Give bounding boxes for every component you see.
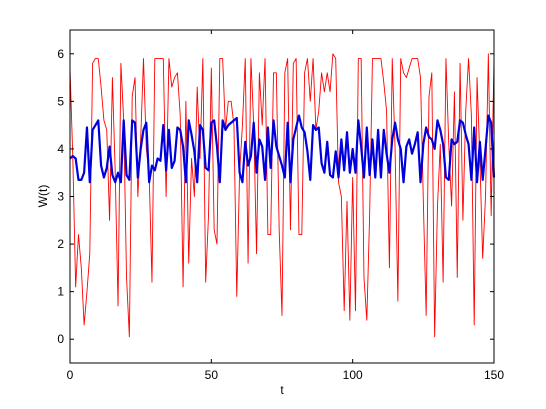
x-tick-label: 100 <box>343 368 363 382</box>
series-layer <box>69 53 496 338</box>
y-tick-label: 4 <box>57 142 64 156</box>
series-line-red <box>69 53 495 338</box>
y-tick-label: 2 <box>57 237 64 251</box>
y-tick-label: 1 <box>57 285 64 299</box>
y-axis-label: W(t) <box>36 185 50 208</box>
y-tick-label: 3 <box>57 190 64 204</box>
x-axis-label: t <box>280 383 284 397</box>
tick-layer: 0 50 100 150 0 1 2 3 4 5 6 <box>57 30 504 382</box>
x-tick-label: 0 <box>67 368 74 382</box>
series-line-blue <box>69 114 496 184</box>
x-tick-label: 50 <box>205 368 219 382</box>
y-tick-label: 5 <box>57 94 64 108</box>
y-tick-label: 0 <box>57 332 64 346</box>
y-tick-label: 6 <box>57 47 64 61</box>
x-tick-label: 150 <box>484 368 504 382</box>
